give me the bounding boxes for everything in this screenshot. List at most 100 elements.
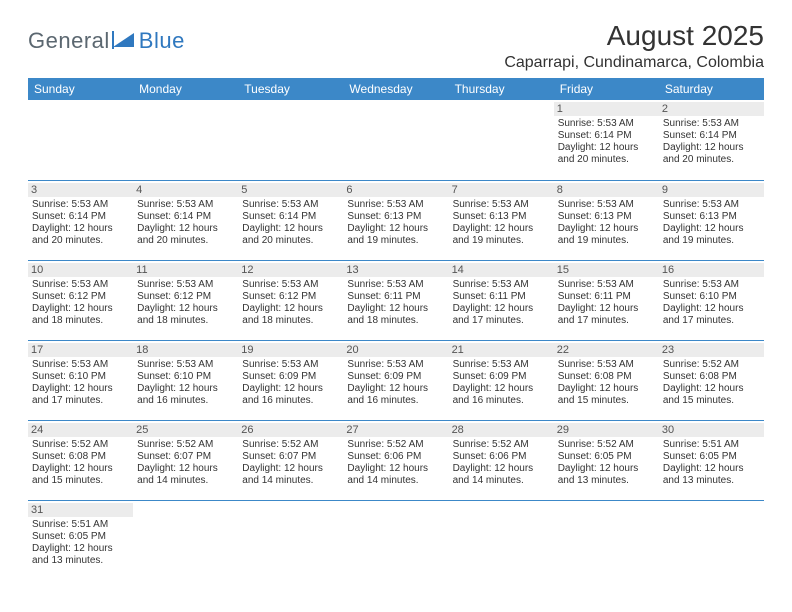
day-detail-line: Sunset: 6:14 PM: [32, 211, 129, 223]
brand-part2: Blue: [139, 28, 185, 54]
day-number: 18: [133, 343, 238, 357]
calendar-day: 24Sunrise: 5:52 AMSunset: 6:08 PMDayligh…: [28, 420, 133, 500]
day-number: 13: [343, 263, 448, 277]
day-detail-line: and 19 minutes.: [558, 235, 655, 247]
calendar-day: 22Sunrise: 5:53 AMSunset: 6:08 PMDayligh…: [554, 340, 659, 420]
day-number: 1: [554, 102, 659, 116]
day-details: Sunrise: 5:53 AMSunset: 6:11 PMDaylight:…: [347, 279, 444, 327]
day-detail-line: and 13 minutes.: [558, 475, 655, 487]
day-detail-line: Daylight: 12 hours: [347, 303, 444, 315]
day-number: 2: [659, 102, 764, 116]
day-detail-line: Daylight: 12 hours: [558, 463, 655, 475]
day-detail-line: Sunrise: 5:53 AM: [663, 118, 760, 130]
day-details: Sunrise: 5:51 AMSunset: 6:05 PMDaylight:…: [663, 439, 760, 487]
title-block: August 2025 Caparrapi, Cundinamarca, Col…: [504, 20, 764, 72]
brand-logo: General Blue: [28, 28, 185, 54]
day-detail-line: Daylight: 12 hours: [453, 303, 550, 315]
calendar-day-empty: [554, 500, 659, 580]
day-number: 19: [238, 343, 343, 357]
day-detail-line: Sunrise: 5:53 AM: [663, 279, 760, 291]
day-detail-line: Daylight: 12 hours: [558, 303, 655, 315]
day-detail-line: Sunrise: 5:53 AM: [32, 359, 129, 371]
day-detail-line: Sunset: 6:13 PM: [453, 211, 550, 223]
top-bar: General Blue August 2025 Caparrapi, Cund…: [28, 20, 764, 72]
day-detail-line: Sunset: 6:07 PM: [137, 451, 234, 463]
day-detail-line: Sunset: 6:06 PM: [347, 451, 444, 463]
day-detail-line: Daylight: 12 hours: [32, 383, 129, 395]
day-details: Sunrise: 5:52 AMSunset: 6:05 PMDaylight:…: [558, 439, 655, 487]
day-detail-line: and 16 minutes.: [347, 395, 444, 407]
day-detail-line: and 16 minutes.: [453, 395, 550, 407]
day-detail-line: and 17 minutes.: [558, 315, 655, 327]
calendar-day: 14Sunrise: 5:53 AMSunset: 6:11 PMDayligh…: [449, 260, 554, 340]
day-detail-line: Daylight: 12 hours: [242, 463, 339, 475]
weekday-header: Thursday: [449, 78, 554, 100]
calendar-day: 3Sunrise: 5:53 AMSunset: 6:14 PMDaylight…: [28, 180, 133, 260]
day-details: Sunrise: 5:52 AMSunset: 6:06 PMDaylight:…: [347, 439, 444, 487]
weekday-header: Friday: [554, 78, 659, 100]
month-title: August 2025: [504, 20, 764, 52]
day-detail-line: Sunrise: 5:53 AM: [242, 279, 339, 291]
day-detail-line: Sunrise: 5:53 AM: [137, 359, 234, 371]
calendar-day: 2Sunrise: 5:53 AMSunset: 6:14 PMDaylight…: [659, 100, 764, 180]
day-details: Sunrise: 5:53 AMSunset: 6:09 PMDaylight:…: [242, 359, 339, 407]
day-detail-line: Sunrise: 5:53 AM: [453, 279, 550, 291]
day-number: 22: [554, 343, 659, 357]
day-detail-line: and 19 minutes.: [347, 235, 444, 247]
day-detail-line: Daylight: 12 hours: [137, 463, 234, 475]
flag-icon: [112, 31, 136, 49]
day-detail-line: Sunrise: 5:53 AM: [32, 279, 129, 291]
day-detail-line: Sunrise: 5:53 AM: [137, 279, 234, 291]
day-detail-line: Daylight: 12 hours: [32, 543, 129, 555]
day-detail-line: Daylight: 12 hours: [347, 463, 444, 475]
day-detail-line: Sunset: 6:14 PM: [242, 211, 339, 223]
calendar-day: 4Sunrise: 5:53 AMSunset: 6:14 PMDaylight…: [133, 180, 238, 260]
day-details: Sunrise: 5:52 AMSunset: 6:08 PMDaylight:…: [663, 359, 760, 407]
day-number: 29: [554, 423, 659, 437]
day-detail-line: Sunset: 6:05 PM: [32, 531, 129, 543]
day-details: Sunrise: 5:53 AMSunset: 6:13 PMDaylight:…: [558, 199, 655, 247]
calendar-day-empty: [238, 100, 343, 180]
calendar-day: 23 Sunrise: 5:52 AMSunset: 6:08 PMDayligh…: [659, 340, 764, 420]
day-detail-line: and 20 minutes.: [558, 154, 655, 166]
day-detail-line: Sunset: 6:06 PM: [453, 451, 550, 463]
day-detail-line: Daylight: 12 hours: [242, 303, 339, 315]
day-detail-line: Sunset: 6:14 PM: [558, 130, 655, 142]
day-detail-line: Sunset: 6:09 PM: [453, 371, 550, 383]
day-details: Sunrise: 5:53 AMSunset: 6:11 PMDaylight:…: [453, 279, 550, 327]
day-detail-line: Sunset: 6:12 PM: [242, 291, 339, 303]
day-details: Sunrise: 5:53 AMSunset: 6:14 PMDaylight:…: [558, 118, 655, 166]
calendar-day: 8 Sunrise: 5:53 AMSunset: 6:13 PMDaylight…: [554, 180, 659, 260]
day-details: Sunrise: 5:53 AMSunset: 6:09 PMDaylight:…: [347, 359, 444, 407]
day-detail-line: Daylight: 12 hours: [663, 463, 760, 475]
day-number: 8: [554, 183, 659, 197]
day-detail-line: Sunrise: 5:53 AM: [558, 279, 655, 291]
calendar-day: 5Sunrise: 5:53 AMSunset: 6:14 PMDaylight…: [238, 180, 343, 260]
weekday-header: Sunday: [28, 78, 133, 100]
day-detail-line: Sunset: 6:10 PM: [32, 371, 129, 383]
day-detail-line: and 17 minutes.: [663, 315, 760, 327]
day-detail-line: Sunrise: 5:52 AM: [663, 359, 760, 371]
day-detail-line: Daylight: 12 hours: [137, 303, 234, 315]
day-detail-line: and 15 minutes.: [558, 395, 655, 407]
calendar-day: 29 Sunrise: 5:52 AMSunset: 6:05 PMDayligh…: [554, 420, 659, 500]
calendar-day: 28Sunrise: 5:52 AMSunset: 6:06 PMDayligh…: [449, 420, 554, 500]
weekday-header: Saturday: [659, 78, 764, 100]
calendar-day: 10Sunrise: 5:53 AMSunset: 6:12 PMDayligh…: [28, 260, 133, 340]
calendar-day: 27Sunrise: 5:52 AMSunset: 6:06 PMDayligh…: [343, 420, 448, 500]
day-detail-line: Daylight: 12 hours: [453, 383, 550, 395]
day-detail-line: Sunrise: 5:53 AM: [347, 359, 444, 371]
day-details: Sunrise: 5:53 AMSunset: 6:10 PMDaylight:…: [663, 279, 760, 327]
day-detail-line: Daylight: 12 hours: [453, 223, 550, 235]
day-detail-line: Daylight: 12 hours: [32, 223, 129, 235]
day-number: 30: [659, 423, 764, 437]
calendar-week: 10Sunrise: 5:53 AMSunset: 6:12 PMDayligh…: [28, 260, 764, 340]
day-number: 6: [343, 183, 448, 197]
day-details: Sunrise: 5:52 AMSunset: 6:07 PMDaylight:…: [242, 439, 339, 487]
day-number: 23: [659, 343, 764, 357]
day-details: Sunrise: 5:53 AMSunset: 6:10 PMDaylight:…: [137, 359, 234, 407]
calendar-week: 1 Sunrise: 5:53 AMSunset: 6:14 PMDaylight…: [28, 100, 764, 180]
weekday-header: Monday: [133, 78, 238, 100]
day-detail-line: Daylight: 12 hours: [347, 383, 444, 395]
day-number: 7: [449, 183, 554, 197]
